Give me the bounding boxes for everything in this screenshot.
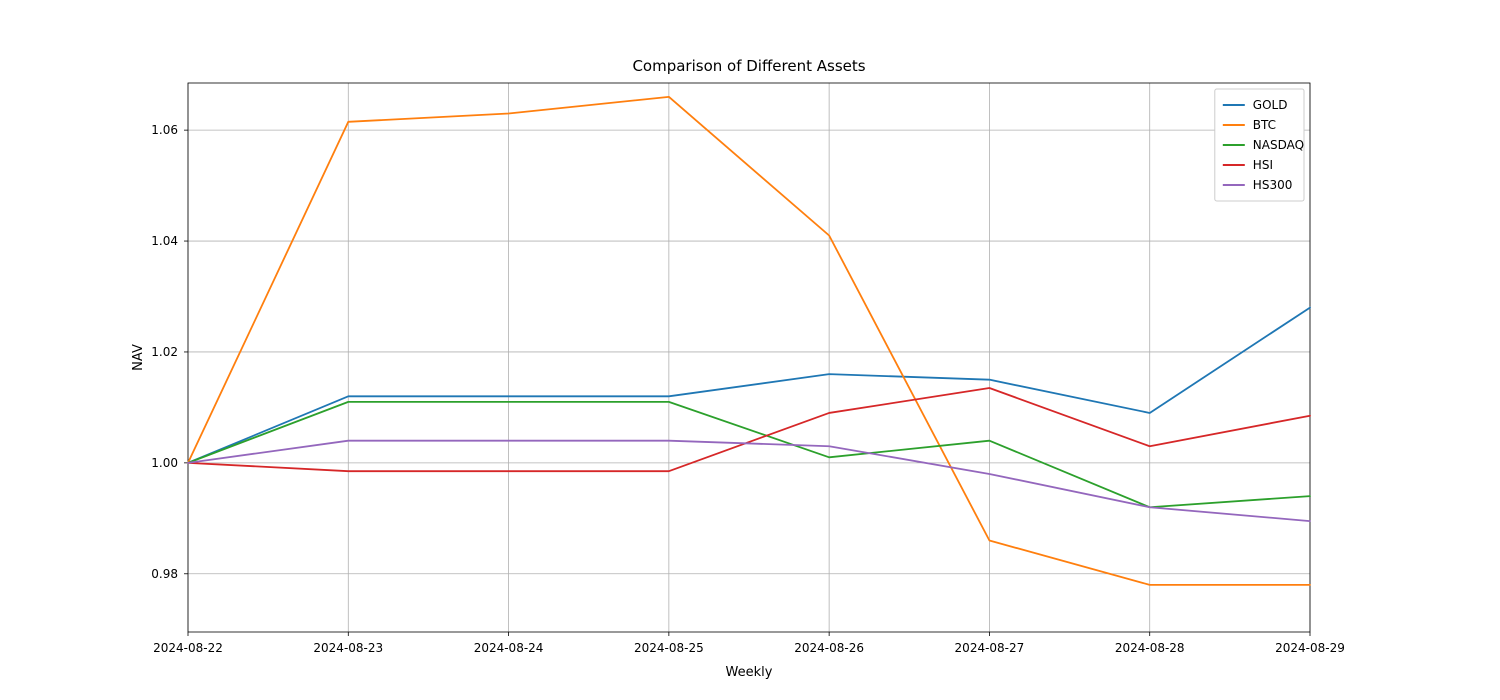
x-axis-label: Weekly <box>726 665 773 680</box>
x-tick-label: 2024-08-28 <box>1115 641 1185 655</box>
legend-label: GOLD <box>1253 98 1288 112</box>
chart-container: 2024-08-22 2024-08-23 2024-08-24 2024-08-25… <box>0 0 1500 700</box>
x-tick-label: 2024-08-22 <box>153 641 223 655</box>
x-tick-label: 2024-08-29 <box>1275 641 1345 655</box>
x-tick-label: 2024-08-24 <box>474 641 544 655</box>
x-tick-label: 2024-08-25 <box>634 641 704 655</box>
y-axis-label: NAV <box>131 344 146 371</box>
chart-title: Comparison of Different Assets <box>632 57 865 75</box>
legend-label: HS300 <box>1253 178 1293 192</box>
legend-label: BTC <box>1253 118 1276 132</box>
y-tick-label: 1.04 <box>151 234 178 248</box>
legend-label: HSI <box>1253 158 1273 172</box>
y-tick-label: 0.98 <box>151 567 178 581</box>
y-tick-label: 1.02 <box>151 345 178 359</box>
legend-label: NASDAQ <box>1253 138 1304 152</box>
x-tick-label: 2024-08-27 <box>955 641 1025 655</box>
x-tick-label: 2024-08-23 <box>313 641 383 655</box>
y-tick-label: 1.06 <box>151 123 178 137</box>
legend: GOLD BTC NASDAQ HSI HS300 <box>1215 89 1304 201</box>
y-tick-label: 1.00 <box>151 456 178 470</box>
x-tick-label: 2024-08-26 <box>794 641 864 655</box>
line-chart: 2024-08-22 2024-08-23 2024-08-24 2024-08-25… <box>0 0 1500 700</box>
